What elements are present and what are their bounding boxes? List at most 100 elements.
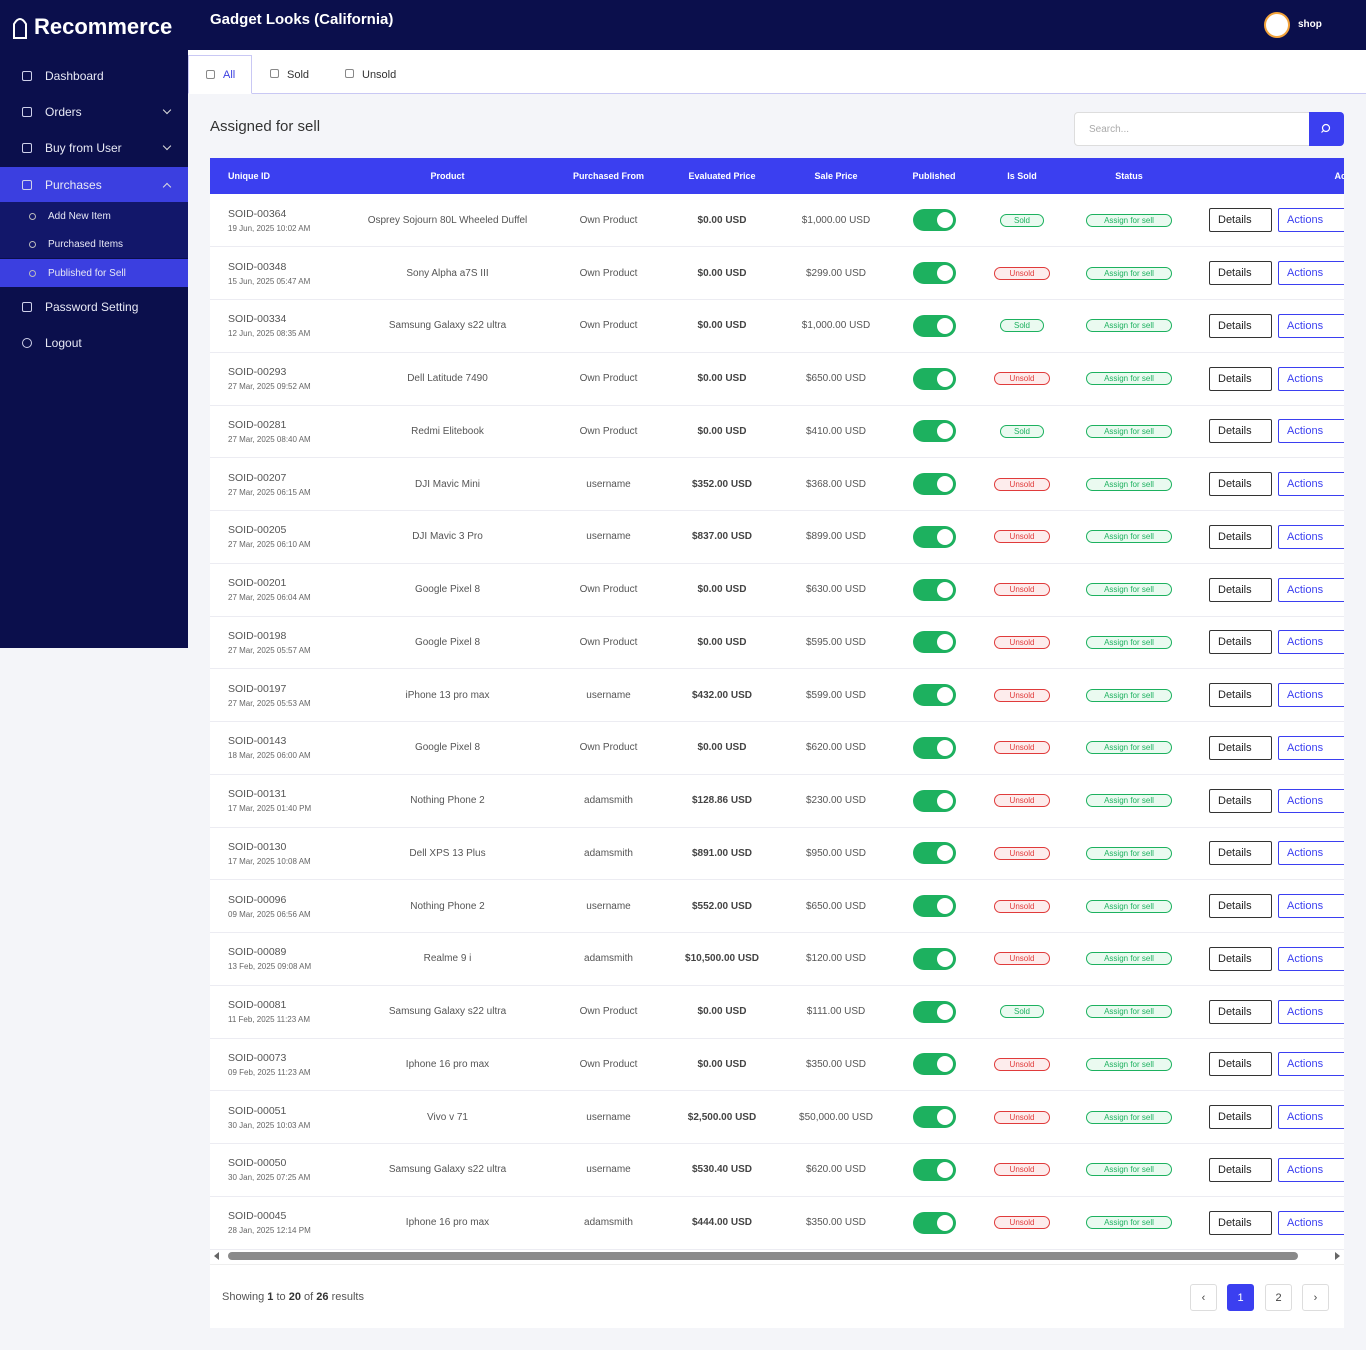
published-toggle[interactable] xyxy=(912,1106,956,1129)
actions-button[interactable]: Actions xyxy=(1278,261,1344,286)
actions-button[interactable]: Actions xyxy=(1278,999,1344,1024)
search-button[interactable] xyxy=(1309,112,1344,146)
avatar[interactable] xyxy=(1264,12,1290,38)
details-button[interactable]: Details xyxy=(1209,1105,1272,1130)
evaluated-price: $891.00 USD xyxy=(662,827,782,881)
actions-button[interactable]: Actions xyxy=(1278,1052,1344,1077)
page-button[interactable]: ‹ xyxy=(1190,1284,1217,1311)
actions-button[interactable]: Actions xyxy=(1278,683,1344,708)
user-name[interactable]: shop xyxy=(1298,19,1322,30)
published-toggle[interactable] xyxy=(912,1000,956,1023)
details-button[interactable]: Details xyxy=(1209,735,1272,760)
date: 13 Feb, 2025 09:08 AM xyxy=(228,962,312,972)
actions-button[interactable]: Actions xyxy=(1278,1157,1344,1182)
published-toggle[interactable] xyxy=(912,314,956,337)
details-button[interactable]: Details xyxy=(1209,577,1272,602)
menu-item[interactable]: Buy from User xyxy=(0,130,188,166)
details-button[interactable]: Details xyxy=(1209,1210,1272,1235)
sold-badge: Sold xyxy=(1000,319,1044,333)
published-toggle[interactable] xyxy=(912,1211,956,1234)
column-header: Status xyxy=(1066,158,1192,194)
details-button[interactable]: Details xyxy=(1209,788,1272,813)
actions-button[interactable]: Actions xyxy=(1278,894,1344,919)
cell xyxy=(890,721,978,775)
details-button[interactable]: Details xyxy=(1209,1157,1272,1182)
page-button[interactable]: › xyxy=(1302,1284,1329,1311)
details-button[interactable]: Details xyxy=(1209,419,1272,444)
published-toggle[interactable] xyxy=(912,578,956,601)
cell: SOID-00207 27 Mar, 2025 06:15 AM xyxy=(210,457,340,511)
published-toggle[interactable] xyxy=(912,631,956,654)
product: Vivo v 71 xyxy=(340,1090,555,1144)
sale-price: $630.00 USD xyxy=(782,563,890,617)
actions-button[interactable]: Actions xyxy=(1278,735,1344,760)
submenu-label: Add New Item xyxy=(48,210,111,222)
scrollbar[interactable] xyxy=(210,1248,1344,1264)
actions-button[interactable]: Actions xyxy=(1278,313,1344,338)
details-button[interactable]: Details xyxy=(1209,630,1272,655)
actions-button[interactable]: Actions xyxy=(1278,1210,1344,1235)
page-button[interactable]: 2 xyxy=(1265,1284,1292,1311)
details-button[interactable]: Details xyxy=(1209,261,1272,286)
published-toggle[interactable] xyxy=(912,1158,956,1181)
tab[interactable]: All xyxy=(188,55,252,94)
submenu-item[interactable]: Purchased Items xyxy=(0,230,188,258)
menu-item[interactable]: Dashboard xyxy=(0,58,188,94)
published-toggle[interactable] xyxy=(912,367,956,390)
published-toggle[interactable] xyxy=(912,209,956,232)
submenu-item[interactable]: Published for Sell xyxy=(0,259,188,287)
actions-button[interactable]: Actions xyxy=(1278,524,1344,549)
menu-item[interactable]: Logout xyxy=(0,325,188,361)
published-toggle[interactable] xyxy=(912,947,956,970)
actions-button[interactable]: Actions xyxy=(1278,366,1344,391)
product: Nothing Phone 2 xyxy=(340,879,555,933)
published-toggle[interactable] xyxy=(912,420,956,443)
details-button[interactable]: Details xyxy=(1209,524,1272,549)
menu-item[interactable]: Password Setting xyxy=(0,289,188,325)
menu-item[interactable]: Orders xyxy=(0,94,188,130)
search-input[interactable]: Search... xyxy=(1074,112,1310,146)
details-button[interactable]: Details xyxy=(1209,1052,1272,1077)
details-button[interactable]: Details xyxy=(1209,683,1272,708)
details-button[interactable]: Details xyxy=(1209,313,1272,338)
actions-button[interactable]: Actions xyxy=(1278,841,1344,866)
submenu-item[interactable]: Add New Item xyxy=(0,202,188,230)
published-toggle[interactable] xyxy=(912,473,956,496)
evaluated-price: $10,500.00 USD xyxy=(662,932,782,986)
published-toggle[interactable] xyxy=(912,789,956,812)
table-row: SOID-00198 27 Mar, 2025 05:57 AM Google Pi… xyxy=(210,616,1344,670)
actions-button[interactable]: Actions xyxy=(1278,946,1344,971)
details-button[interactable]: Details xyxy=(1209,366,1272,391)
tab[interactable]: Unsold xyxy=(328,55,408,94)
published-toggle[interactable] xyxy=(912,842,956,865)
details-button[interactable]: Details xyxy=(1209,472,1272,497)
published-toggle[interactable] xyxy=(912,262,956,285)
cell: Assign for sell xyxy=(1066,985,1192,1039)
evaluated-price: $2,500.00 USD xyxy=(662,1090,782,1144)
page-button[interactable]: 1 xyxy=(1227,1284,1254,1311)
actions-button[interactable]: Actions xyxy=(1278,419,1344,444)
published-toggle[interactable] xyxy=(912,684,956,707)
details-button[interactable]: Details xyxy=(1209,999,1272,1024)
details-button[interactable]: Details xyxy=(1209,946,1272,971)
actions-button[interactable]: Actions xyxy=(1278,577,1344,602)
actions-button[interactable]: Actions xyxy=(1278,1105,1344,1130)
actions-button[interactable]: Actions xyxy=(1278,208,1344,233)
cell xyxy=(890,827,978,881)
published-toggle[interactable] xyxy=(912,1053,956,1076)
actions-button[interactable]: Actions xyxy=(1278,472,1344,497)
sold-badge: Unsold xyxy=(994,1216,1050,1230)
actions-button[interactable]: Actions xyxy=(1278,788,1344,813)
published-toggle[interactable] xyxy=(912,525,956,548)
cell: Details Actions xyxy=(1192,194,1344,248)
details-button[interactable]: Details xyxy=(1209,894,1272,919)
menu-item[interactable]: Purchases xyxy=(0,167,188,203)
cell: Details Actions xyxy=(1192,457,1344,511)
details-button[interactable]: Details xyxy=(1209,841,1272,866)
actions-button[interactable]: Actions xyxy=(1278,630,1344,655)
results-summary: Showing 1 to 20 of 26 results xyxy=(222,1291,364,1303)
tab[interactable]: Sold xyxy=(253,55,323,94)
published-toggle[interactable] xyxy=(912,895,956,918)
details-button[interactable]: Details xyxy=(1209,208,1272,233)
published-toggle[interactable] xyxy=(912,736,956,759)
